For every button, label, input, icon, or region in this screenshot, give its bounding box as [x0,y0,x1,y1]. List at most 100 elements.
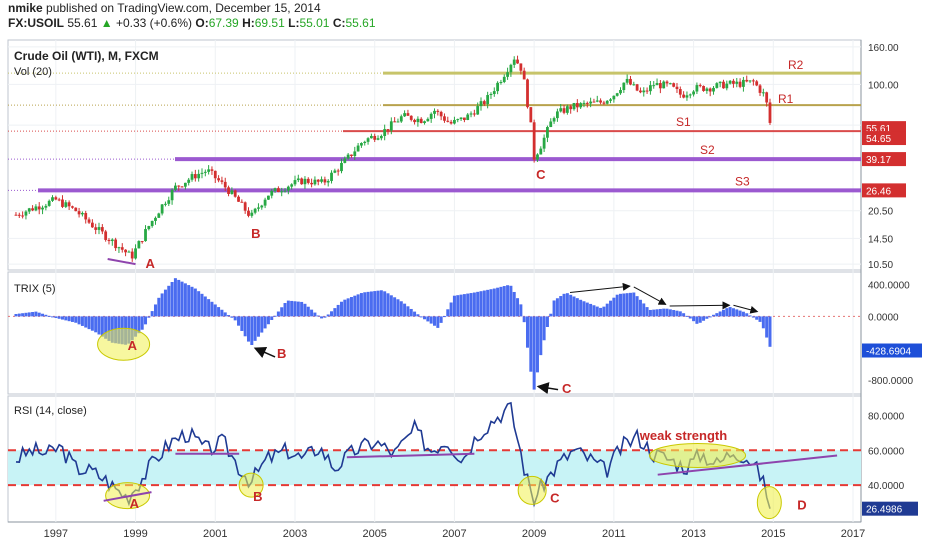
candle-body [17,214,21,216]
trix-bar [755,316,759,320]
trix-bar [622,293,626,317]
candle-body [399,116,403,122]
trix-bar [240,316,244,331]
trix-bar [585,302,589,317]
candle-body [456,119,460,121]
trix-bar [223,312,227,317]
trix-bar [266,316,270,325]
candle-body [423,121,426,124]
candle-body [409,115,413,120]
candle [213,170,217,184]
candle [502,74,506,84]
candle [602,100,606,105]
candle [708,87,712,97]
trix-bar [721,309,725,317]
candle-body [223,181,227,188]
candle-body [572,102,576,110]
candle-body [732,80,735,84]
candle-body [97,227,101,230]
author-name[interactable]: nmike [8,1,43,15]
candle [761,88,765,97]
candle [283,188,287,193]
trix-bar [628,292,632,317]
candle [386,129,390,135]
candle-body [692,91,695,95]
publish-info: published on TradingView.com, December 1… [46,1,321,15]
candle [37,202,41,215]
trix-bar [104,316,108,339]
candle-body [203,171,207,173]
candle-body [110,239,114,242]
annotation-d-rsi: D [797,498,806,513]
trix-bar [153,304,157,317]
trix-bar [313,312,317,317]
trix-bar [373,291,377,317]
candle-body [539,148,543,155]
candle-body [688,94,692,96]
candle-body [376,138,380,140]
trix-bar [303,303,307,317]
candle-body [37,206,41,210]
candle [433,108,436,119]
candle-body [595,100,599,102]
trix-bar [725,308,729,317]
rsi-tick-label: 40.0000 [868,481,905,492]
candles [14,55,772,262]
candle [556,108,559,122]
candle-body [582,102,586,104]
candle-body [346,154,350,159]
trix-bar [449,302,453,317]
candle-body [220,180,224,182]
trix-bar [203,296,207,317]
trix-bar [609,300,613,317]
candle [167,196,171,207]
trix-bar [745,313,749,317]
candle-body [479,101,483,107]
candle [164,201,167,207]
candle [21,211,25,219]
candle [90,219,94,228]
trix-bar [173,278,177,317]
candle [303,176,307,189]
candle [745,75,749,83]
trend-line-rsi-support [657,454,838,476]
price-tick-label: 160.00 [868,43,899,54]
trix-bar [144,316,148,325]
candle-body [625,78,629,83]
candle [117,246,121,253]
candle [180,186,184,188]
price-tick-label: 100.00 [868,80,899,91]
candle-body [360,143,363,146]
candle-body [87,219,91,223]
trix-bar [343,299,347,317]
candle [609,98,612,104]
trix-bar [167,285,171,317]
candle [330,170,333,184]
candle [64,200,68,209]
candle [569,104,573,114]
trix-bar [675,310,679,317]
candle [522,67,526,80]
trix-bar [193,288,197,317]
price-change: +0.33 (+0.6%) [115,16,193,30]
candle-body [34,206,38,211]
candle-body [466,114,470,121]
candle [34,204,38,212]
trix-bar [57,316,61,319]
candle [486,91,490,109]
trix-bar [207,299,211,317]
candle [725,80,729,91]
trix-bar [605,303,609,317]
candle [134,244,137,260]
trix-bar [502,286,506,317]
candle-body [353,151,357,156]
trix-bar [310,309,314,317]
trix-bar [692,316,696,322]
trix-bar [47,315,51,317]
divergence-arrow-2 [633,286,667,305]
x-tick-label: 2011 [602,528,626,540]
trix-bar [393,297,397,317]
candle-body [526,79,529,108]
candle-body [682,94,686,98]
